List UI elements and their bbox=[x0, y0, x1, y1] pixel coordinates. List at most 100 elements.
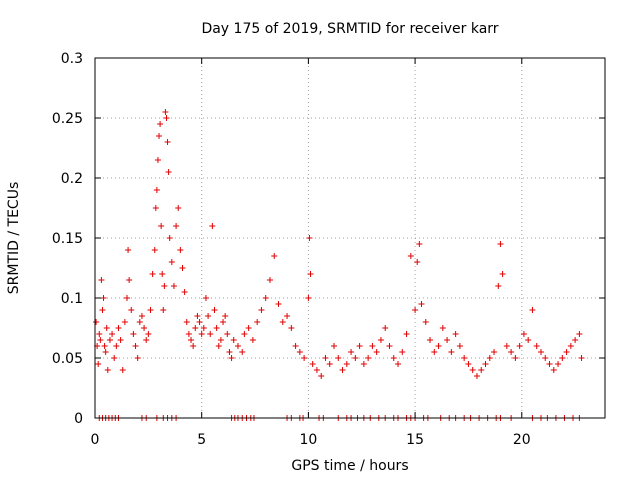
data-point bbox=[106, 337, 113, 343]
data-point bbox=[279, 319, 286, 325]
data-point bbox=[109, 331, 116, 337]
data-point bbox=[121, 319, 128, 325]
y-tick-label: 0.05 bbox=[52, 351, 83, 367]
data-point bbox=[152, 205, 159, 211]
data-point bbox=[179, 265, 186, 271]
data-point bbox=[271, 253, 278, 259]
data-point bbox=[202, 295, 209, 301]
data-point bbox=[390, 355, 397, 361]
data-point bbox=[399, 349, 406, 355]
data-point bbox=[365, 355, 372, 361]
data-point bbox=[175, 205, 182, 211]
data-point bbox=[461, 355, 468, 361]
data-point bbox=[520, 331, 527, 337]
data-point bbox=[418, 301, 425, 307]
data-point bbox=[275, 301, 282, 307]
data-point bbox=[151, 247, 158, 253]
data-point bbox=[407, 253, 414, 259]
data-point bbox=[254, 319, 261, 325]
data-point bbox=[245, 325, 252, 331]
data-point bbox=[306, 235, 313, 241]
data-point bbox=[578, 355, 585, 361]
data-point bbox=[482, 361, 489, 367]
data-point bbox=[126, 277, 133, 283]
data-point bbox=[183, 319, 190, 325]
data-point bbox=[102, 349, 109, 355]
data-point bbox=[209, 223, 216, 229]
data-point bbox=[499, 271, 506, 277]
data-point bbox=[158, 223, 165, 229]
y-tick-label: 0.1 bbox=[61, 291, 83, 307]
data-point bbox=[190, 343, 197, 349]
data-point bbox=[164, 139, 171, 145]
data-point bbox=[497, 241, 504, 247]
x-axis-label: GPS time / hours bbox=[291, 458, 408, 474]
data-point bbox=[100, 295, 107, 301]
data-point bbox=[373, 349, 380, 355]
data-point bbox=[296, 349, 303, 355]
data-point bbox=[163, 115, 170, 121]
data-point bbox=[542, 355, 549, 361]
data-point bbox=[427, 337, 434, 343]
data-point bbox=[395, 361, 402, 367]
data-point bbox=[161, 283, 168, 289]
data-point bbox=[194, 313, 201, 319]
data-point bbox=[119, 367, 126, 373]
data-point bbox=[115, 325, 122, 331]
data-point bbox=[104, 367, 111, 373]
data-point bbox=[113, 343, 120, 349]
data-point bbox=[230, 337, 237, 343]
data-point bbox=[205, 313, 212, 319]
data-point bbox=[444, 337, 451, 343]
data-point bbox=[529, 307, 536, 313]
data-point bbox=[156, 133, 163, 139]
data-point bbox=[99, 307, 106, 313]
data-point bbox=[128, 307, 135, 313]
data-point bbox=[486, 355, 493, 361]
data-point bbox=[439, 325, 446, 331]
data-point bbox=[224, 331, 231, 337]
data-point bbox=[559, 355, 566, 361]
data-point bbox=[241, 331, 248, 337]
data-point bbox=[198, 331, 205, 337]
data-point bbox=[431, 349, 438, 355]
data-point bbox=[386, 343, 393, 349]
data-point bbox=[136, 319, 143, 325]
data-points bbox=[93, 109, 585, 421]
data-point bbox=[125, 247, 132, 253]
data-point bbox=[181, 289, 188, 295]
x-tick-label: 0 bbox=[91, 432, 100, 448]
data-point bbox=[377, 337, 384, 343]
data-point bbox=[215, 343, 222, 349]
data-point bbox=[360, 361, 367, 367]
data-point bbox=[96, 331, 103, 337]
data-point bbox=[166, 235, 173, 241]
data-point bbox=[352, 355, 359, 361]
axis-ticks: 0 0.05 0.1 0.15 0.2 0.25 0.3 0 5 10 15 20 bbox=[52, 51, 605, 448]
data-point bbox=[170, 283, 177, 289]
data-point bbox=[222, 313, 229, 319]
data-point bbox=[130, 331, 137, 337]
data-point bbox=[412, 307, 419, 313]
data-point bbox=[147, 307, 154, 313]
data-point bbox=[101, 343, 108, 349]
y-tick-label: 0.3 bbox=[61, 51, 83, 67]
data-point bbox=[576, 331, 583, 337]
data-point bbox=[143, 337, 150, 343]
data-point bbox=[307, 271, 314, 277]
gridlines bbox=[95, 58, 605, 418]
data-point bbox=[217, 337, 224, 343]
data-point bbox=[134, 355, 141, 361]
data-point bbox=[173, 223, 180, 229]
data-point bbox=[220, 319, 227, 325]
data-point bbox=[117, 337, 124, 343]
data-point bbox=[97, 337, 104, 343]
data-point bbox=[335, 355, 342, 361]
data-point bbox=[512, 355, 519, 361]
data-point bbox=[491, 349, 498, 355]
data-point bbox=[546, 361, 553, 367]
data-point bbox=[165, 169, 172, 175]
data-point bbox=[93, 319, 100, 325]
data-point bbox=[200, 325, 207, 331]
